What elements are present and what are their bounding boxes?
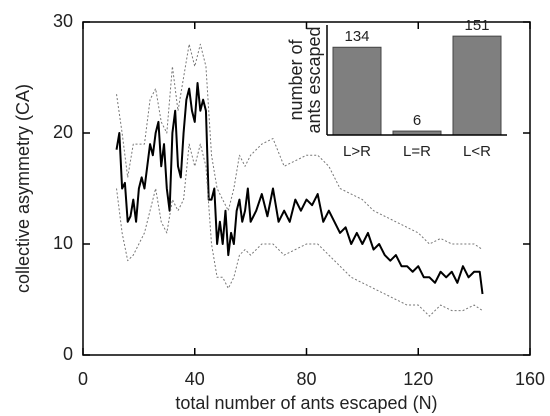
data-line bbox=[115, 82, 484, 295]
x-tick-label: 80 bbox=[296, 369, 316, 389]
x-tick-label: 120 bbox=[403, 369, 433, 389]
x-tick-label: L=R bbox=[403, 143, 431, 160]
x-tick-label: L<R bbox=[463, 143, 491, 160]
value-label: 151 bbox=[464, 17, 489, 34]
y-axis-title: number of bbox=[286, 38, 306, 120]
bar bbox=[332, 46, 382, 136]
bound-line bbox=[116, 143, 483, 317]
x-tick-label: 160 bbox=[515, 369, 545, 389]
y-axis-title: collective asymmetry (CA) bbox=[13, 84, 33, 293]
bar bbox=[452, 35, 502, 136]
y-axis-title: ants escaped bbox=[304, 26, 324, 133]
y-tick-label: 10 bbox=[53, 233, 73, 253]
y-tick-label: 30 bbox=[53, 11, 73, 31]
x-tick-label: L>R bbox=[343, 143, 371, 160]
x-axis-title: total number of ants escaped (N) bbox=[175, 393, 437, 413]
value-label: 6 bbox=[413, 112, 421, 129]
value-label: 134 bbox=[344, 28, 369, 45]
y-tick-label: 20 bbox=[53, 122, 73, 142]
x-tick-label: 40 bbox=[185, 369, 205, 389]
x-tick-label: 0 bbox=[78, 369, 88, 389]
y-tick-label: 0 bbox=[63, 344, 73, 364]
